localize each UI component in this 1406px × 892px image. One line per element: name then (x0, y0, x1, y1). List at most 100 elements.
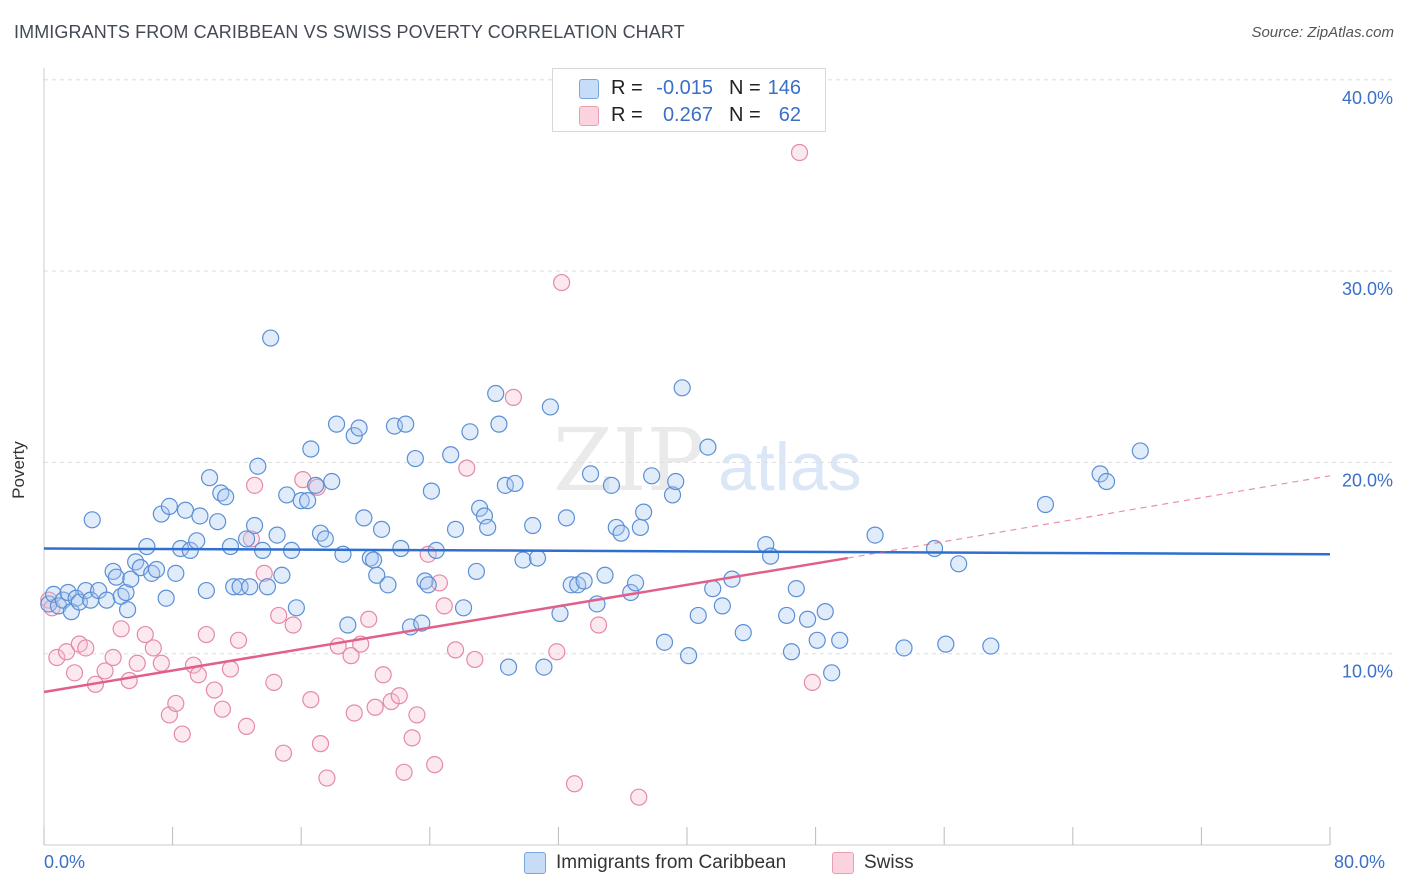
caribbean-point (602, 476, 621, 494)
swiss-point (242, 530, 260, 548)
caribbean-point (273, 566, 291, 584)
swiss-point (128, 654, 146, 672)
legend-swiss-swatch (832, 852, 854, 874)
caribbean-point (350, 419, 368, 437)
y-tick-label: 20.0% (1342, 470, 1393, 490)
swiss-point (790, 143, 809, 162)
trend-lines (43, 475, 1331, 694)
swiss-point (265, 673, 283, 691)
swiss-point (205, 681, 223, 699)
swiss-point (112, 620, 130, 638)
y-axis-title-wrap: Poverty (8, 440, 38, 500)
caribbean-point (364, 551, 383, 569)
caribbean-point (262, 329, 280, 347)
caribbean-point (524, 516, 542, 535)
swiss-point (120, 671, 138, 690)
caribbean-point (634, 503, 653, 521)
caribbean-point (704, 580, 722, 598)
watermark-atlas: atlas (718, 429, 862, 505)
swiss-point (167, 694, 185, 713)
caribbean-point (541, 398, 559, 416)
swiss-point (446, 641, 465, 659)
swiss-point (466, 650, 484, 669)
r-value: -0.015 (656, 77, 713, 99)
swiss-point (395, 763, 413, 781)
caribbean-point (117, 583, 135, 602)
caribbean-point (596, 566, 614, 584)
caribbean-point (287, 599, 305, 617)
caribbean-point (316, 530, 334, 548)
swiss-point (318, 769, 336, 787)
legend-caribbean-swatch (524, 852, 546, 874)
caribbean-point (268, 526, 286, 544)
caribbean-point (167, 564, 185, 582)
caribbean-point (327, 415, 346, 433)
caribbean-point (528, 549, 547, 567)
caribbean-point (514, 551, 532, 569)
swiss-point (221, 660, 240, 678)
x-max-label: 80.0% (1334, 852, 1386, 872)
caribbean-point (302, 440, 320, 458)
y-tick-label: 10.0% (1342, 662, 1393, 682)
caribbean-point (655, 633, 674, 651)
caribbean-point (950, 555, 968, 573)
caribbean-point (562, 576, 580, 594)
swiss-point (589, 616, 608, 634)
caribbean-point (107, 568, 125, 586)
swiss-point (408, 706, 426, 724)
swiss-point (548, 643, 566, 661)
caribbean-point (138, 537, 156, 556)
caribbean-point (1036, 495, 1055, 514)
swiss-point (173, 725, 191, 743)
swiss-point (213, 700, 232, 718)
swiss-point (229, 631, 248, 649)
caribbean-point (397, 415, 415, 433)
r-value: 0.267 (662, 104, 713, 126)
caribbean-point (490, 415, 508, 433)
caribbean-point (442, 446, 460, 464)
caribbean-point (77, 581, 95, 600)
swiss-point (565, 775, 584, 793)
swiss-swatch (579, 106, 599, 126)
swiss-point (426, 756, 444, 774)
caribbean-point (258, 578, 277, 596)
swiss-point (237, 717, 256, 735)
series-legend: Immigrants from Caribbean Swiss (0, 850, 1406, 880)
caribbean-point (499, 658, 518, 676)
stats-legend: R = -0.015 N = 146 R = 0.267 N = 62 (552, 68, 826, 132)
caribbean-point (663, 486, 682, 504)
caribbean-point (83, 511, 101, 529)
caribbean-point (689, 606, 707, 625)
caribbean-point (221, 537, 240, 556)
swiss-point (270, 606, 288, 625)
caribbean-point (419, 576, 437, 594)
caribbean-point (245, 516, 264, 535)
caribbean-point (895, 639, 913, 657)
swiss-point (360, 610, 378, 628)
swiss-point (630, 788, 648, 806)
caribbean-point (643, 467, 661, 485)
caribbean-points (40, 329, 1149, 682)
caribbean-point (713, 597, 731, 615)
caribbean-point (197, 581, 215, 600)
n-value: 146 (767, 77, 801, 99)
r-label: R = (611, 77, 643, 99)
caribbean-point (98, 591, 116, 609)
caribbean-point (506, 474, 524, 493)
n-label: N = (729, 77, 761, 99)
y-tick-labels: 10.0% 20.0% 30.0% 40.0% (1342, 88, 1393, 682)
caribbean-point (191, 507, 209, 525)
caribbean-point (734, 624, 752, 642)
caribbean-point (626, 574, 645, 592)
caribbean-point (446, 520, 465, 538)
caribbean-point (160, 497, 178, 515)
caribbean-point (339, 616, 357, 634)
caribbean-point (808, 631, 826, 649)
swiss-point (144, 639, 162, 657)
swiss-point (65, 664, 84, 682)
caribbean-point (379, 576, 397, 594)
stats-row-caribbean: R = -0.015 N = 146 (553, 75, 825, 101)
caribbean-point (631, 518, 649, 537)
caribbean-point (680, 647, 698, 665)
